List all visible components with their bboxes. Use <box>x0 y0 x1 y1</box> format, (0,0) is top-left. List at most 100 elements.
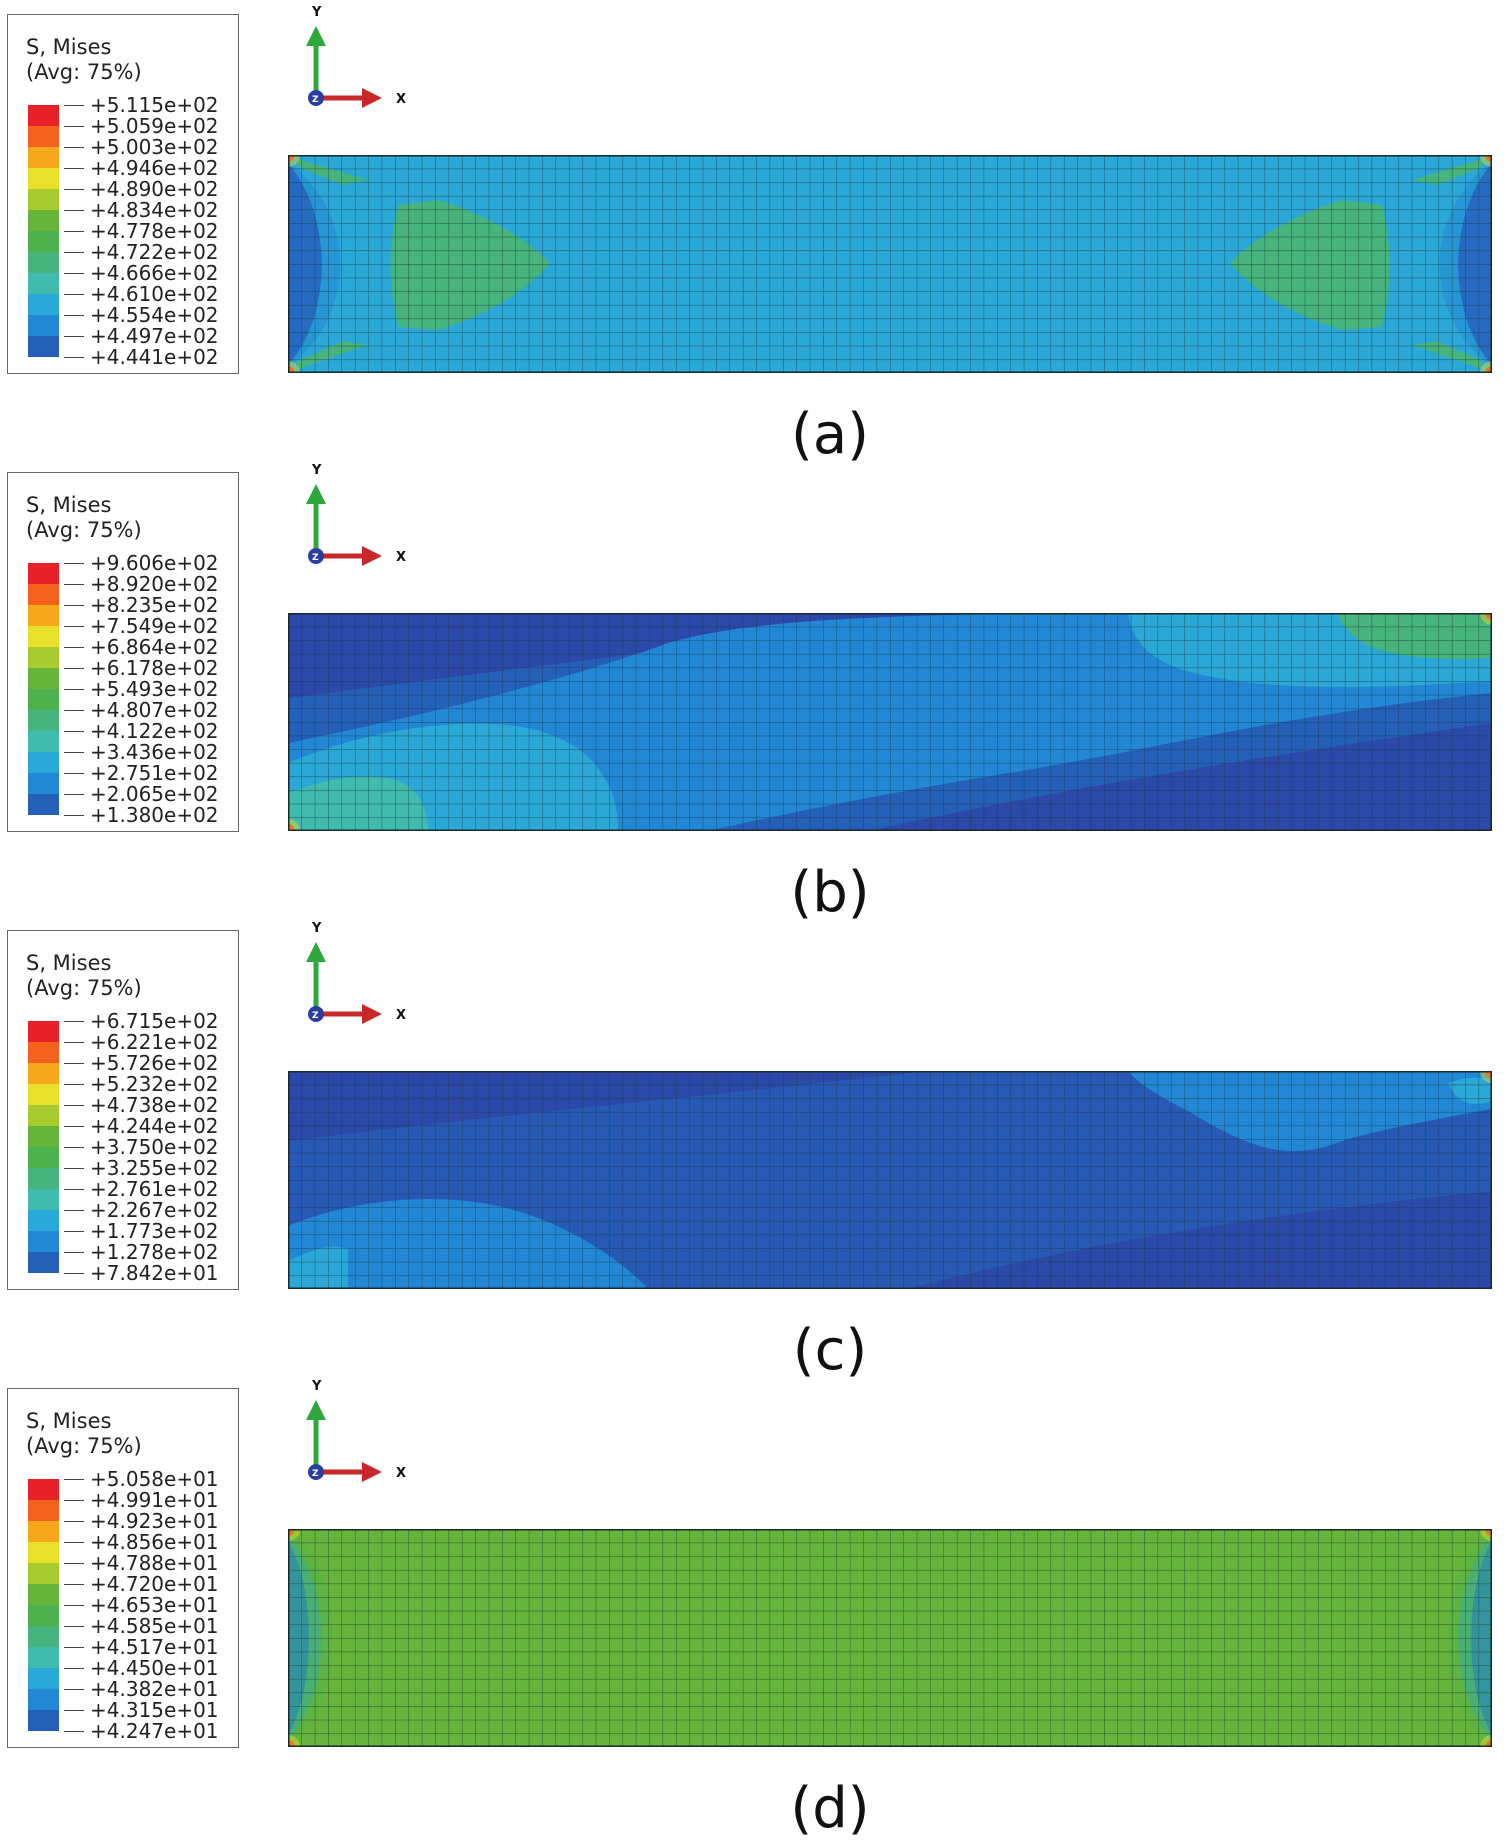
legend-value: +4.517e+01 <box>64 1637 219 1658</box>
color-swatch <box>28 605 59 626</box>
legend-value: +4.653e+01 <box>64 1595 219 1616</box>
stress-contour-plot <box>288 1071 1492 1289</box>
legend-value: +4.722e+02 <box>64 242 219 263</box>
color-swatch <box>28 168 59 189</box>
legend-value: +4.315e+01 <box>64 1700 219 1721</box>
y-axis-label: Y <box>311 1379 322 1394</box>
color-swatch <box>28 1063 59 1084</box>
panel-a: S, Mises (Avg: 75%) +5.115e+02 +5.059e+02 +5… <box>0 0 1508 467</box>
legend-value: +1.773e+02 <box>64 1221 219 1242</box>
legend-value: +5.058e+01 <box>64 1469 219 1490</box>
legend-value: +4.856e+01 <box>64 1532 219 1553</box>
color-swatch <box>28 1710 59 1731</box>
legend-value: +4.738e+02 <box>64 1095 219 1116</box>
color-scale <box>28 1021 59 1273</box>
legend-value: +3.750e+02 <box>64 1137 219 1158</box>
legend-value: +5.059e+02 <box>64 116 219 137</box>
color-swatch <box>28 210 59 231</box>
x-arrow-head <box>362 1004 382 1024</box>
legend-value: +4.720e+01 <box>64 1574 219 1595</box>
stress-legend: S, Mises (Avg: 75%) +9.606e+02 +8.920e+02 +8… <box>7 472 239 832</box>
legend-ticks: +5.058e+01 +4.991e+01 +4.923e+01 +4.856e+01… <box>64 1469 219 1742</box>
z-axis-dot <box>308 548 324 564</box>
z-axis-label: Z <box>312 95 319 105</box>
legend-value: +9.606e+02 <box>64 553 219 574</box>
y-arrow-head <box>306 26 326 46</box>
panel-caption: (b) <box>790 860 870 925</box>
color-swatch <box>28 294 59 315</box>
legend-value: +4.834e+02 <box>64 200 219 221</box>
legend-value: +3.255e+02 <box>64 1158 219 1179</box>
color-scale <box>28 563 59 815</box>
y-axis-label: Y <box>311 921 322 936</box>
color-swatch <box>28 794 59 815</box>
color-swatch <box>28 105 59 126</box>
legend-value: +5.232e+02 <box>64 1074 219 1095</box>
legend-value: +4.244e+02 <box>64 1116 219 1137</box>
color-swatch <box>28 584 59 605</box>
legend-ticks: +6.715e+02 +6.221e+02 +5.726e+02 +5.232e+02… <box>64 1011 219 1284</box>
color-swatch <box>28 1252 59 1273</box>
color-swatch <box>28 231 59 252</box>
axis-triad: Y X Z <box>306 921 406 1024</box>
z-axis-label: Z <box>312 1011 319 1021</box>
legend-value: +4.122e+02 <box>64 721 219 742</box>
legend-value: +4.946e+02 <box>64 158 219 179</box>
legend-value: +1.278e+02 <box>64 1242 219 1263</box>
axis-triad: Y X Z <box>306 463 406 566</box>
color-swatch <box>28 689 59 710</box>
legend-value: +4.666e+02 <box>64 263 219 284</box>
color-swatch <box>28 1042 59 1063</box>
y-axis-label: Y <box>311 5 322 20</box>
stress-legend: S, Mises (Avg: 75%) +5.058e+01 +4.991e+01 +4… <box>7 1388 239 1748</box>
color-swatch <box>28 336 59 357</box>
color-swatch <box>28 1500 59 1521</box>
plate-outline <box>288 1071 1492 1289</box>
color-swatch <box>28 147 59 168</box>
legend-value: +4.890e+02 <box>64 179 219 200</box>
color-swatch <box>28 1647 59 1668</box>
legend-value: +5.003e+02 <box>64 137 219 158</box>
plate-outline <box>288 155 1492 373</box>
legend-value: +4.441e+02 <box>64 347 219 368</box>
panel-caption: (d) <box>790 1776 870 1841</box>
panel-c: S, Mises (Avg: 75%) +6.715e+02 +6.221e+02 +5… <box>0 916 1508 1383</box>
stress-legend: S, Mises (Avg: 75%) +5.115e+02 +5.059e+02 +5… <box>7 14 239 374</box>
legend-value: +6.715e+02 <box>64 1011 219 1032</box>
legend-value: +4.923e+01 <box>64 1511 219 1532</box>
legend-value: +4.450e+01 <box>64 1658 219 1679</box>
legend-title: (Avg: 75%) <box>26 976 142 1000</box>
legend-value: +7.842e+01 <box>64 1263 219 1284</box>
color-swatch <box>28 731 59 752</box>
panel-b: S, Mises (Avg: 75%) +9.606e+02 +8.920e+02 +8… <box>0 458 1508 925</box>
legend-value: +4.991e+01 <box>64 1490 219 1511</box>
color-swatch <box>28 1584 59 1605</box>
x-arrow-head <box>362 546 382 566</box>
legend-value: +4.778e+02 <box>64 221 219 242</box>
color-swatch <box>28 773 59 794</box>
fe-mesh <box>288 1529 1492 1747</box>
panel-caption: (a) <box>790 402 869 467</box>
color-swatch <box>28 752 59 773</box>
legend-value: +8.235e+02 <box>64 595 219 616</box>
stress-legend: S, Mises (Avg: 75%) +6.715e+02 +6.221e+02 +5… <box>7 930 239 1290</box>
legend-title: S, Mises <box>26 493 112 517</box>
fe-mesh <box>288 155 1492 373</box>
panel-caption: (c) <box>792 1318 868 1383</box>
legend-value: +4.788e+01 <box>64 1553 219 1574</box>
color-swatch <box>28 189 59 210</box>
fe-mesh <box>288 1071 1492 1289</box>
color-swatch <box>28 626 59 647</box>
legend-value: +2.751e+02 <box>64 763 219 784</box>
color-swatch <box>28 710 59 731</box>
color-swatch <box>28 1542 59 1563</box>
y-arrow-head <box>306 484 326 504</box>
legend-value: +5.493e+02 <box>64 679 219 700</box>
z-axis-dot <box>308 1464 324 1480</box>
color-swatch <box>28 1689 59 1710</box>
color-swatch <box>28 1084 59 1105</box>
color-swatch <box>28 1626 59 1647</box>
legend-title: (Avg: 75%) <box>26 1434 142 1458</box>
plate-outline <box>288 1529 1492 1747</box>
y-arrow-head <box>306 1400 326 1420</box>
